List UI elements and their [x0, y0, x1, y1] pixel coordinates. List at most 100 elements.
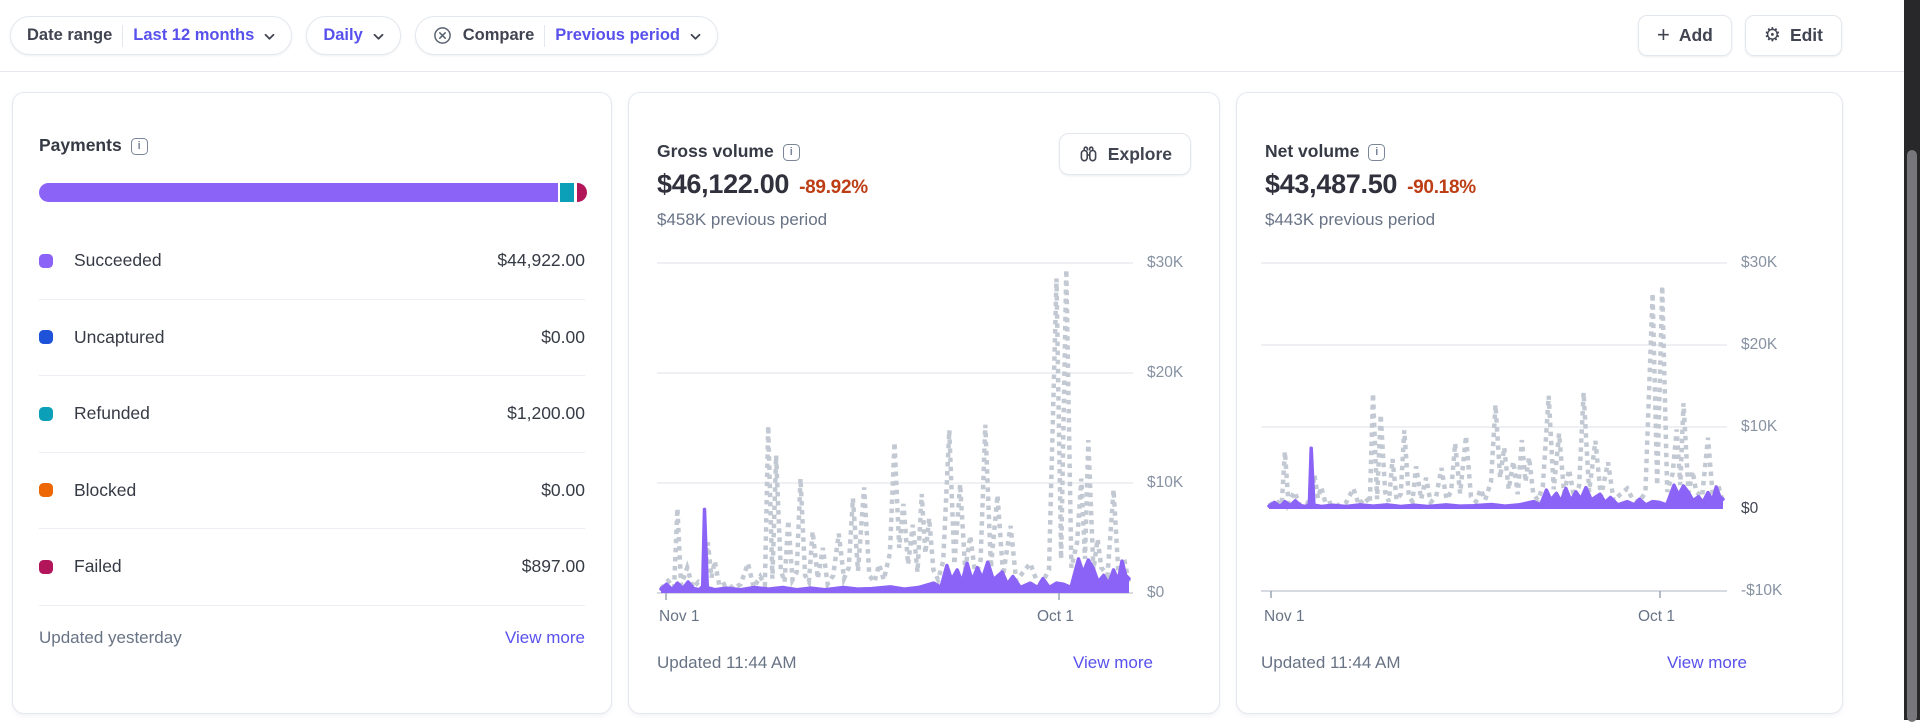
scrollbar-thumb[interactable]	[1907, 150, 1917, 722]
explore-button[interactable]: Explore	[1058, 133, 1191, 175]
compare-value: Previous period	[555, 26, 680, 44]
pill-divider	[544, 24, 546, 47]
y-axis-label: $10K	[1741, 418, 1778, 435]
row-label: Uncaptured	[74, 326, 165, 347]
gross-volume-card-footer: Updated 11:44 AM View more	[657, 653, 1153, 673]
y-axis-label: $0	[1147, 584, 1165, 601]
net-volume-card-footer: Updated 11:44 AM View more	[1261, 653, 1747, 673]
change-percentage: -90.18%	[1407, 177, 1476, 198]
updated-status: Updated yesterday	[39, 628, 182, 647]
payments-row-failed: Failed $897.00	[39, 529, 585, 606]
y-axis-label: $30K	[1741, 254, 1778, 271]
view-more-link[interactable]: View more	[1667, 653, 1747, 672]
chevron-down-icon	[373, 27, 384, 46]
row-value: $0.00	[541, 326, 585, 347]
row-value: $897.00	[521, 556, 585, 577]
current-period-series	[1267, 446, 1725, 509]
view-more-link[interactable]: View more	[505, 628, 585, 647]
info-icon[interactable]: i	[130, 137, 148, 155]
explore-button-label: Explore	[1107, 143, 1172, 164]
succeeded-status-dot	[39, 253, 53, 268]
uncaptured-status-dot	[39, 330, 53, 345]
change-percentage: -89.92%	[799, 177, 868, 198]
refunded-status-dot	[39, 406, 53, 421]
gross-volume-card: Gross volume i $46,122.00 -89.92% $458K …	[628, 92, 1220, 714]
net-volume-card: Net volume i $43,487.50 -90.18% $443K pr…	[1236, 92, 1843, 714]
y-axis-label: -$10K	[1741, 582, 1783, 599]
payments-row-blocked: Blocked $0.00	[39, 453, 585, 529]
payments-card-title: Payments i	[39, 135, 148, 156]
binoculars-icon	[1078, 144, 1099, 165]
date-range-label: Date range	[27, 26, 113, 44]
current-period-area	[661, 509, 1129, 593]
y-axis-label: $20K	[1741, 336, 1778, 353]
previous-period-value: $443K previous period	[1265, 210, 1436, 229]
bar-segment-failed	[576, 183, 587, 202]
payments-row-refunded: Refunded $1,200.00	[39, 376, 585, 453]
y-axis-label: $20K	[1147, 364, 1184, 381]
toolbar-actions: + Add ⚙ Edit	[1638, 15, 1842, 56]
x-axis-label: Oct 1	[1638, 608, 1676, 625]
filters-toolbar: Date range Last 12 months Daily Compare …	[0, 0, 1920, 72]
gross-volume-amount: $46,122.00 -89.92%	[657, 169, 868, 200]
net-volume-card-title: Net volume i	[1265, 141, 1386, 162]
x-axis-label: Nov 1	[1264, 608, 1305, 625]
info-icon[interactable]: i	[782, 143, 800, 161]
interval-value: Daily	[323, 26, 363, 44]
previous-period-series	[659, 269, 1132, 594]
failed-status-dot	[39, 559, 53, 574]
info-icon[interactable]: i	[1368, 143, 1386, 161]
bar-segment-succeeded	[39, 183, 558, 202]
amount-value: $43,487.50	[1265, 169, 1398, 199]
payments-row-uncaptured: Uncaptured $0.00	[39, 300, 585, 376]
current-period-area	[1269, 448, 1723, 509]
row-label: Blocked	[74, 479, 137, 500]
blocked-status-dot	[39, 483, 53, 498]
compare-label: Compare	[462, 26, 535, 44]
edit-button[interactable]: ⚙ Edit	[1744, 15, 1842, 56]
payments-card: Payments i Succeeded $44,922.00 Uncaptur…	[12, 92, 612, 714]
current-period-series	[659, 507, 1131, 592]
updated-status: Updated 11:44 AM	[1261, 653, 1401, 672]
payments-card-footer: Updated yesterday View more	[39, 628, 585, 648]
gross-volume-title-text: Gross volume	[657, 141, 774, 161]
net-volume-amount: $43,487.50 -90.18%	[1265, 169, 1476, 200]
pill-divider	[122, 24, 124, 47]
plus-icon: +	[1657, 21, 1670, 47]
net-volume-chart: $30K $20K $10K $0 -$10K Nov 1 Oct 1	[1261, 231, 1826, 631]
row-label: Failed	[74, 556, 122, 577]
row-value: $1,200.00	[507, 403, 585, 424]
updated-status: Updated 11:44 AM	[657, 653, 797, 672]
add-button-label: Add	[1678, 25, 1713, 45]
payments-row-succeeded: Succeeded $44,922.00	[39, 223, 585, 300]
chevron-down-icon	[264, 27, 275, 46]
row-value: $0.00	[541, 479, 585, 500]
chevron-down-icon	[690, 27, 701, 46]
scrollbar-track[interactable]	[1904, 0, 1920, 722]
compare-filter[interactable]: Compare Previous period	[414, 16, 718, 55]
y-axis-label: $0	[1741, 500, 1759, 517]
remove-compare-icon[interactable]	[432, 25, 453, 46]
row-label: Succeeded	[74, 250, 162, 271]
gross-volume-card-title: Gross volume i	[657, 141, 800, 162]
bar-segment-refunded	[560, 183, 575, 202]
net-chart-plot	[1261, 262, 1727, 598]
row-value: $44,922.00	[497, 250, 585, 271]
interval-filter[interactable]: Daily	[306, 16, 401, 55]
x-axis-label: Oct 1	[1037, 608, 1075, 625]
date-range-value: Last 12 months	[133, 26, 255, 44]
gross-chart-plot	[657, 262, 1133, 600]
date-range-filter[interactable]: Date range Last 12 months	[10, 16, 293, 55]
add-button[interactable]: + Add	[1638, 15, 1732, 56]
view-more-link[interactable]: View more	[1073, 653, 1153, 672]
x-axis-label: Nov 1	[659, 608, 700, 625]
y-axis-label: $30K	[1147, 254, 1184, 271]
previous-period-series	[1267, 285, 1726, 512]
previous-period-value: $458K previous period	[657, 210, 828, 229]
filter-pills: Date range Last 12 months Daily Compare …	[10, 16, 718, 55]
payments-breakdown-list: Succeeded $44,922.00 Uncaptured $0.00 Re…	[39, 223, 585, 606]
row-label: Refunded	[74, 403, 150, 424]
payments-title-text: Payments	[39, 135, 122, 155]
edit-button-label: Edit	[1789, 25, 1823, 45]
gear-icon: ⚙	[1763, 24, 1781, 46]
